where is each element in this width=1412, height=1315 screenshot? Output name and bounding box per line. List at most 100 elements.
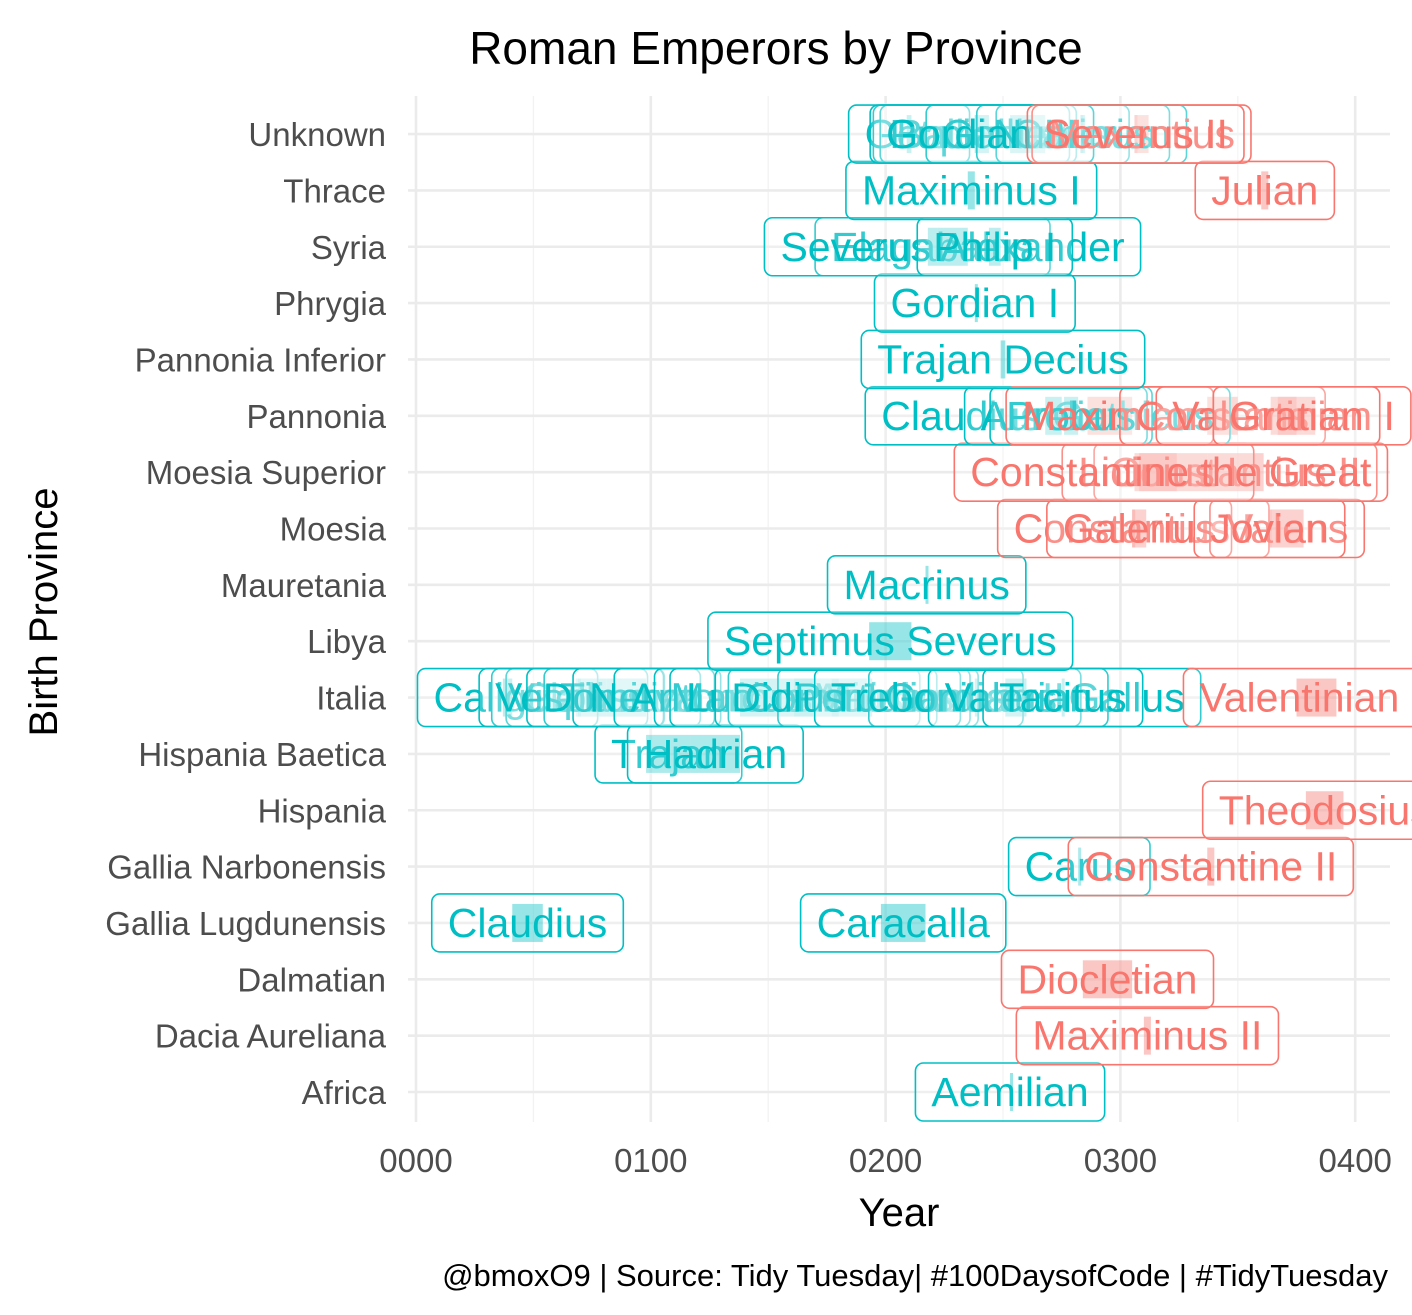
label-diocletian: Diocletian [1000,949,1215,1010]
label-text-galerius: Galerius [1063,506,1216,552]
label-septimus-severus: Septimus Severus [707,611,1074,672]
label-gordian-iii: Gordian III [869,104,1095,164]
label-text-caligula: Caligula [433,675,581,721]
reign-bar-maximinus-ii [1143,1016,1151,1055]
label-antoninus-pius: Antoninus Pius [613,667,921,728]
y-tick-libya: Libya [307,623,387,660]
reign-bar-caligula [502,678,513,717]
label-text-valerian: Valerian [945,675,1092,721]
reign-bar-hadrian [690,734,741,773]
label-theodosius: Theodosius [1201,780,1412,841]
label-text-claudius: Claudius [448,900,608,946]
label-philip-i: Philip I [916,216,1074,277]
label-macrinus: Macrinus [826,555,1027,615]
label-box-galerius [1046,498,1233,559]
x-tick-0000: 0000 [379,1142,452,1179]
label-maximinus-ii: Maximinus II [1015,1005,1280,1066]
label-box-maximinus-ii [1015,1005,1280,1066]
reign-bar-caracalla [880,903,926,942]
label-valentinian-ii: Valentinian II [1182,667,1412,728]
label-box-julian [1194,160,1336,221]
label-box-hadrian [626,724,804,784]
reign-bar-aemilian [1010,1073,1014,1111]
reign-bar-domitian [606,678,642,717]
y-axis-title: Birth Province [22,488,66,737]
y-tick-phrygia: Phrygia [274,285,387,322]
label-box-jovian [1193,498,1346,559]
label-gratian: Gratian [1212,385,1381,446]
label-text-nerva: Nerva [589,675,699,721]
reign-bar-septimus-severus [869,622,912,661]
label-text-commodus: Commodus [744,675,954,721]
reign-bar-geta [906,115,912,154]
x-tick-0400: 0400 [1318,1142,1391,1179]
chart-caption: @bmoxO9 | Source: Tidy Tuesday| #100Days… [442,1258,1388,1293]
reign-bar-nerva [641,678,647,717]
label-text-tacitus: Tacitus [999,675,1127,721]
label-text-carinus: Carinus [1012,111,1153,157]
reign-bar-gordian-iii [974,115,989,154]
reign-bar-severus-ii [1134,115,1138,154]
reign-bar-didius-julianus [869,678,873,717]
reign-bar-aurelian [1049,396,1062,435]
y-tick-africa: Africa [302,1074,387,1111]
reign-bar-constantine-ii [1207,847,1215,886]
reign-bar-constantine-the-great [1134,453,1208,492]
label-caracalla: Caracalla [799,893,1007,953]
label-text-gordian-ii: Gordian II [885,675,1065,721]
label-trajan: Trajan [594,724,743,784]
reign-bar-elagabalus [927,227,938,266]
reign-bar-tacitus [1061,678,1065,717]
label-valentinian-i: Valentinian I [1155,385,1412,446]
label-text-philip-i: Philip I [933,224,1056,270]
label-box-constantine-the-great [953,442,1389,502]
label-text-hadrian: Hadrian [644,731,788,777]
label-valerian: Valerian [927,667,1109,728]
reign-bar-macrinus [925,565,929,604]
label-numerian: Numerian [975,104,1188,164]
label-text-aemilian: Aemilian [931,1069,1088,1115]
reign-bar-gordian-i [974,284,978,323]
y-tick-pannonia: Pannonia [247,398,387,435]
label-text-trajan-decius: Trajan Decius [877,336,1128,382]
reign-bar-vespasian [578,678,602,717]
label-galerius: Galerius [1046,498,1233,559]
reign-bar-maxentius [1134,115,1149,154]
label-claudius-gothicus: Claudius Gothicus [864,385,1231,446]
reign-bar-probus [1064,396,1079,435]
label-text-trebonianus-gallus: Trebonianus Gallus [831,675,1185,721]
label-text-gordian-i: Gordian I [890,280,1059,326]
label-jovian: Jovian [1193,498,1346,559]
label-text-maximinus-i: Maximinus I [862,167,1081,213]
bar-layer [502,115,1344,1111]
label-box-septimus-severus [707,611,1074,672]
reign-bar-maximian [1087,396,1133,435]
label-lucius-verus: Lucius Verus [669,667,938,728]
label-galba: Galba [505,667,649,728]
label-text-constans: Constans [1136,393,1309,439]
label-box-claudius [430,893,625,953]
label-text-marcus-aurelius: Marcus Aurelius [670,675,962,721]
reign-bar-galba [575,678,579,717]
reign-bar-trajan [646,734,691,773]
y-tick-pannonia-inferior: Pannonia Inferior [135,341,386,378]
chart-title: Roman Emperors by Province [469,22,1083,74]
label-tacitus: Tacitus [982,667,1144,728]
label-text-macrinus: Macrinus [844,562,1010,608]
label-box-philip-i [916,216,1074,277]
reign-bar-claudius-gothicus [1045,396,1050,435]
label-aemilian: Aemilian [914,1062,1106,1122]
label-text-maximian: Maximian [1022,393,1197,439]
reign-bar-commodus [831,678,867,717]
reign-bar-diocletian [1082,960,1133,999]
label-text-claudius-gothicus: Claudius Gothicus [881,393,1214,439]
label-text-maximinus-ii: Maximinus II [1032,1013,1262,1059]
label-text-severus-ii: Severus II [1043,111,1228,157]
y-tick-dacia-aureliana: Dacia Aureliana [155,1018,387,1055]
label-text-caracalla: Caracalla [817,900,990,946]
reign-bar-jovian [1268,509,1272,548]
label-constantius-ii: Constantius II [1093,442,1378,502]
reign-bar-gordian-ii [974,678,978,717]
label-text-constantius-i: Constantius I [1014,506,1253,552]
